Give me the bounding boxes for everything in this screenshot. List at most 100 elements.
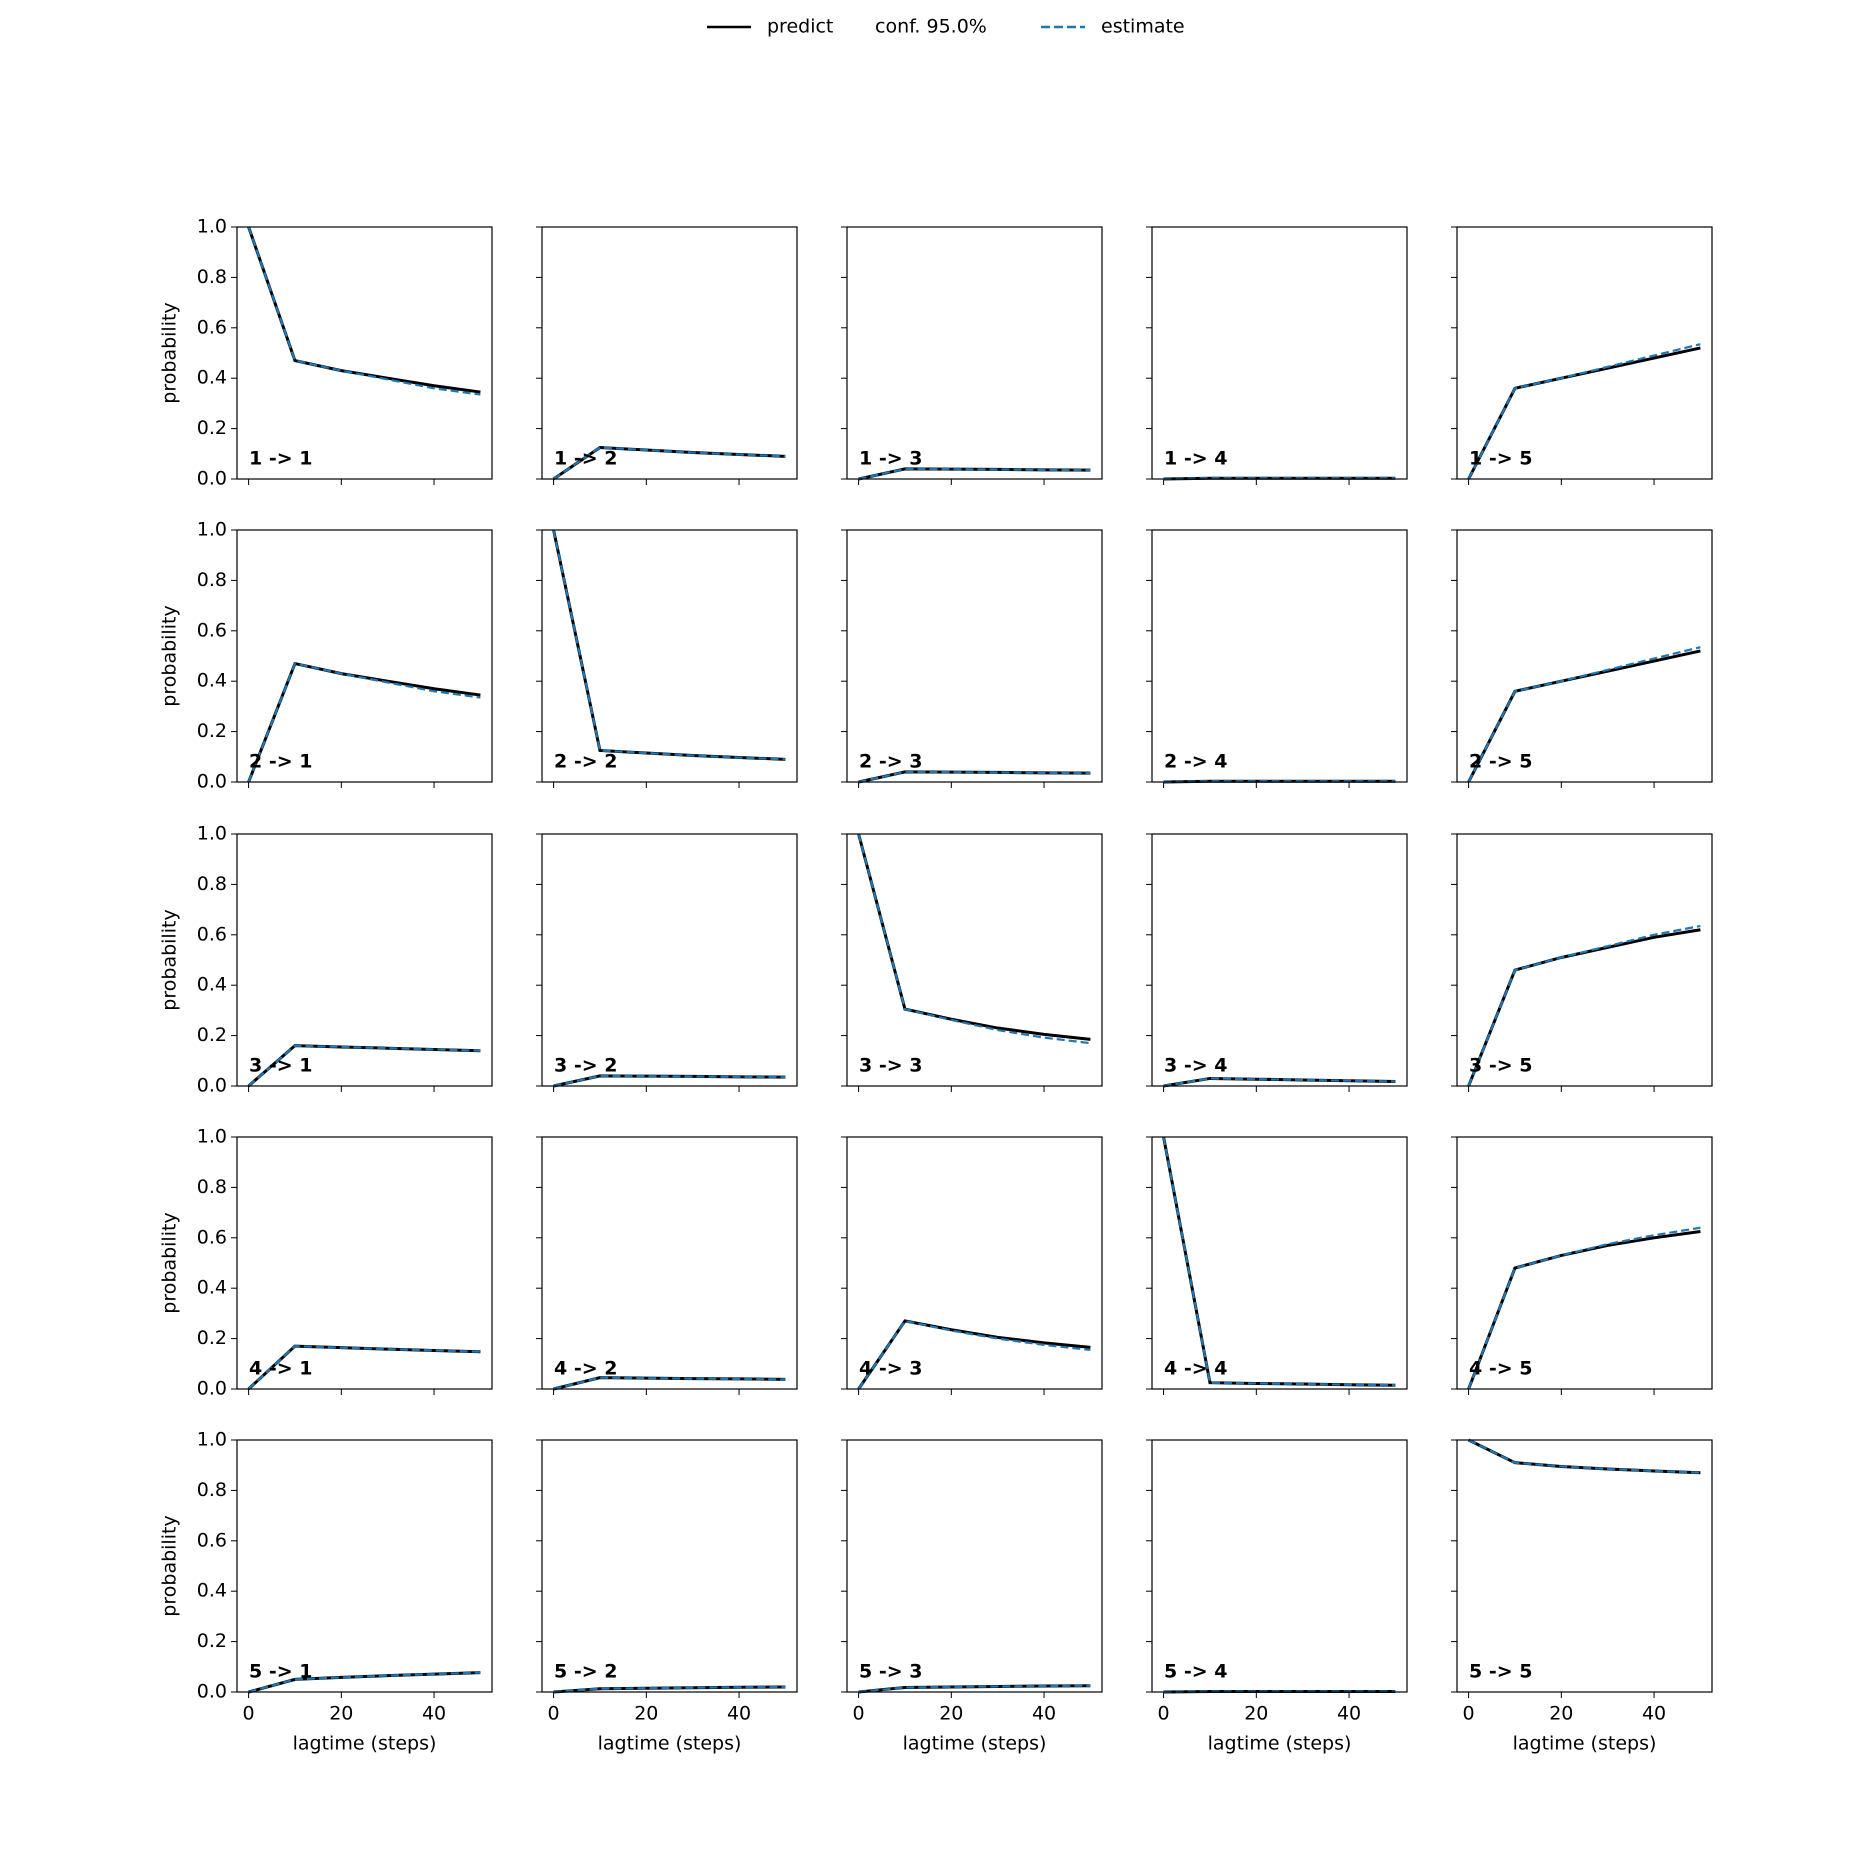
x-tick-label: 40 <box>1032 1703 1056 1725</box>
y-tick-label: 0.6 <box>197 1529 227 1551</box>
series-line <box>248 1671 481 1694</box>
y-tick-label: 0.8 <box>197 569 227 591</box>
x-tick-label: 40 <box>422 1703 446 1725</box>
y-tick-label: 0.0 <box>197 1681 227 1703</box>
y-tick-label: 0.2 <box>197 417 227 439</box>
y-axis-label: probability <box>159 302 181 403</box>
plot-frame <box>236 833 493 1087</box>
x-axis-label: lagtime (steps) <box>1513 1733 1657 1755</box>
annotation: 1 -> 4 <box>1164 448 1227 470</box>
y-tick-label: 0.0 <box>197 1378 227 1400</box>
plot-frame <box>1456 226 1713 480</box>
series-line <box>857 1319 1091 1390</box>
series-line <box>1163 1077 1396 1088</box>
series-line <box>1467 1230 1701 1390</box>
x-axis-label: lagtime (steps) <box>1208 1733 1352 1755</box>
plot-frame <box>1456 833 1713 1087</box>
annotation: 1 -> 5 <box>1469 448 1532 470</box>
y-tick-label: 0.8 <box>197 266 227 288</box>
y-tick-label: 0.4 <box>197 974 227 996</box>
plot-frame <box>236 226 493 480</box>
series-line <box>857 833 1091 1045</box>
annotation: 4 -> 4 <box>1164 1358 1227 1380</box>
x-tick-label: 20 <box>329 1703 353 1725</box>
series-line <box>1163 780 1396 784</box>
y-tick-label: 0.4 <box>197 670 227 692</box>
x-tick-label: 20 <box>1549 1703 1573 1725</box>
x-tick-label: 20 <box>1244 1703 1268 1725</box>
plot-frame <box>846 529 1103 783</box>
x-tick-label: 0 <box>853 1703 865 1725</box>
y-tick-label: 1.0 <box>197 823 227 845</box>
annotation: 2 -> 1 <box>249 751 312 773</box>
plot-frame <box>1151 1136 1408 1390</box>
series-line <box>553 1685 786 1694</box>
plot-frame <box>236 1136 493 1390</box>
x-tick-label: 40 <box>727 1703 751 1725</box>
y-tick-label: 0.0 <box>197 1075 227 1097</box>
legend-label: predict <box>767 16 833 38</box>
plot-frame <box>1456 1439 1713 1693</box>
series-line <box>1163 1076 1396 1088</box>
x-axis-label: lagtime (steps) <box>903 1733 1047 1755</box>
y-axis-label: probability <box>159 1515 181 1616</box>
y-tick-label: 0.2 <box>197 1630 227 1652</box>
annotation: 4 -> 3 <box>859 1358 922 1380</box>
y-tick-label: 0.4 <box>197 367 227 389</box>
series-line <box>552 529 786 761</box>
series-line <box>1467 343 1701 480</box>
series-line <box>858 1684 1091 1694</box>
x-tick-label: 20 <box>634 1703 658 1725</box>
plot-frame <box>1456 1136 1713 1390</box>
plot-frame <box>236 1439 493 1693</box>
y-tick-label: 0.4 <box>197 1580 227 1602</box>
series-line <box>247 662 481 783</box>
annotation: 4 -> 1 <box>249 1358 312 1380</box>
series-line <box>247 226 481 396</box>
plot-frame <box>1456 529 1713 783</box>
annotation: 3 -> 3 <box>859 1055 922 1077</box>
x-axis-label: lagtime (steps) <box>598 1733 742 1755</box>
plot-frame <box>541 1439 798 1693</box>
annotation: 1 -> 2 <box>554 448 617 470</box>
x-tick-label: 0 <box>1463 1703 1475 1725</box>
series-line <box>247 1044 481 1087</box>
plot-frame <box>541 226 798 480</box>
annotation: 3 -> 1 <box>249 1055 312 1077</box>
y-tick-label: 0.8 <box>197 873 227 895</box>
annotation: 3 -> 2 <box>554 1055 617 1077</box>
annotation: 5 -> 5 <box>1469 1661 1532 1683</box>
series-line <box>1467 1226 1701 1390</box>
y-tick-label: 1.0 <box>197 216 227 238</box>
x-tick-label: 0 <box>243 1703 255 1725</box>
annotation: 1 -> 1 <box>249 448 312 470</box>
plot-frame <box>1151 226 1408 480</box>
plot-frame <box>846 833 1103 1087</box>
plot-frame <box>236 529 493 783</box>
legend-label: conf. 95.0% <box>875 16 987 38</box>
y-tick-label: 1.0 <box>197 1126 227 1148</box>
annotation: 5 -> 4 <box>1164 1661 1227 1683</box>
annotation: 5 -> 3 <box>859 1661 922 1683</box>
plot-frame <box>846 226 1103 480</box>
plot-frame <box>1151 529 1408 783</box>
series-line <box>1467 924 1701 1087</box>
series-line <box>1467 646 1701 783</box>
plot-frame <box>846 1136 1103 1390</box>
annotation: 2 -> 5 <box>1469 751 1532 773</box>
annotation: 4 -> 5 <box>1469 1358 1532 1380</box>
series-line <box>1162 1136 1396 1387</box>
annotation: 1 -> 3 <box>859 448 922 470</box>
y-tick-label: 0.0 <box>197 468 227 490</box>
y-axis-label: probability <box>159 909 181 1010</box>
annotation: 4 -> 2 <box>554 1358 617 1380</box>
series-line <box>1163 477 1396 481</box>
x-tick-label: 0 <box>1158 1703 1170 1725</box>
legend-label: estimate <box>1101 16 1185 38</box>
series-line <box>553 1376 786 1391</box>
y-tick-label: 0.2 <box>197 1024 227 1046</box>
y-axis-label: probability <box>159 605 181 706</box>
y-tick-label: 0.8 <box>197 1479 227 1501</box>
series-line <box>858 467 1091 481</box>
